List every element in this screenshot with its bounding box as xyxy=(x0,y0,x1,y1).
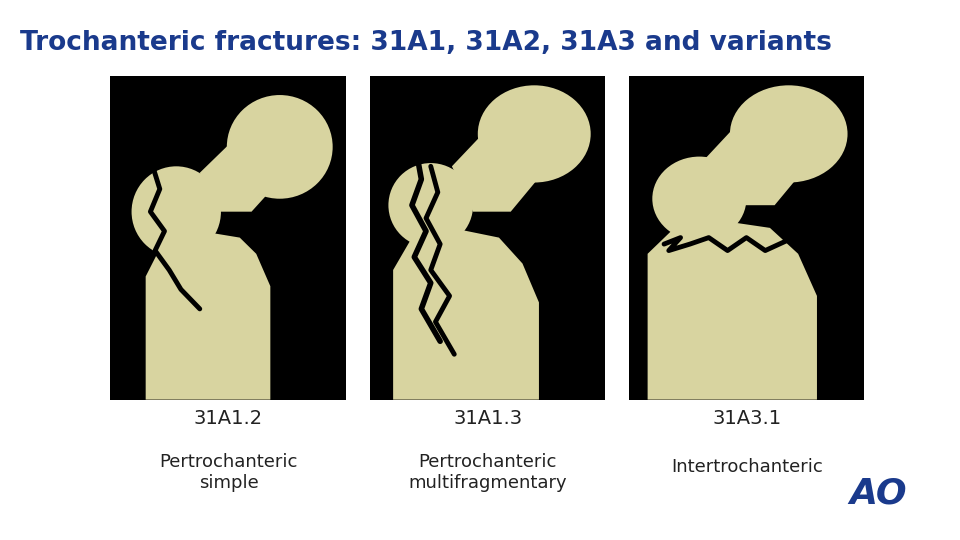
Polygon shape xyxy=(704,114,812,205)
Ellipse shape xyxy=(653,157,747,241)
Ellipse shape xyxy=(730,85,848,183)
Polygon shape xyxy=(200,134,287,212)
Text: 31A1.3: 31A1.3 xyxy=(453,409,522,428)
Text: Intertrochanteric: Intertrochanteric xyxy=(671,458,823,476)
Text: AO: AO xyxy=(850,476,907,510)
Polygon shape xyxy=(648,218,817,400)
Text: Pertrochanteric
simple: Pertrochanteric simple xyxy=(159,453,298,492)
Text: Trochanteric fractures: 31A1, 31A2, 31A3 and variants: Trochanteric fractures: 31A1, 31A2, 31A3… xyxy=(20,30,832,56)
Ellipse shape xyxy=(389,163,473,247)
Text: Pertrochanteric
multifragmentary: Pertrochanteric multifragmentary xyxy=(408,453,567,492)
Ellipse shape xyxy=(478,85,590,183)
Bar xyxy=(629,76,864,400)
Ellipse shape xyxy=(132,166,221,257)
Bar xyxy=(370,76,605,400)
Ellipse shape xyxy=(227,95,333,199)
Polygon shape xyxy=(452,124,548,212)
Text: 31A1.2: 31A1.2 xyxy=(194,409,263,428)
Text: 31A3.1: 31A3.1 xyxy=(712,409,781,428)
Polygon shape xyxy=(146,228,271,400)
Polygon shape xyxy=(394,225,539,400)
Bar xyxy=(110,76,346,400)
